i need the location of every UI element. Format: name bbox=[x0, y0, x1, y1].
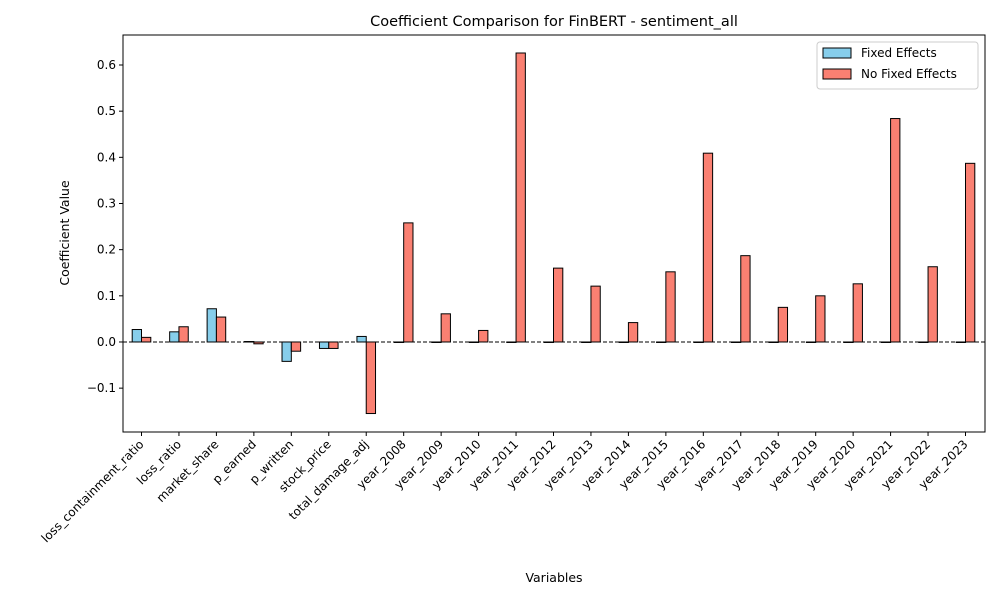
y-tick-label: 0.4 bbox=[97, 150, 116, 164]
bar-fixed-effects-market_share bbox=[206, 308, 217, 343]
bar-no-fixed-effects-total_damage_adj bbox=[365, 341, 377, 415]
bar-no-fixed-effects-year_2022 bbox=[927, 266, 938, 343]
bar-no-fixed-effects-loss_containment_ratio bbox=[141, 336, 152, 343]
bar-fixed-effects-year_2015 bbox=[656, 341, 667, 343]
y-tick-label: 0.1 bbox=[97, 289, 116, 303]
bar-no-fixed-effects-year_2008 bbox=[403, 222, 414, 343]
bar-fixed-effects-year_2017 bbox=[730, 341, 742, 343]
bar-no-fixed-effects-year_2018 bbox=[777, 306, 789, 343]
bar-fixed-effects-year_2021 bbox=[880, 341, 892, 343]
bar-fixed-effects-year_2016 bbox=[693, 341, 704, 343]
bar-fixed-effects-p_earned bbox=[244, 341, 255, 343]
bar-no-fixed-effects-market_share bbox=[215, 316, 227, 343]
bar-fixed-effects-year_2023 bbox=[955, 341, 967, 343]
y-tick-label: −0.1 bbox=[87, 381, 116, 395]
y-tick-label: 0.6 bbox=[97, 58, 116, 72]
bar-no-fixed-effects-year_2009 bbox=[440, 313, 451, 343]
bar-fixed-effects-loss_containment_ratio bbox=[131, 329, 142, 343]
x-tick-label: loss_containment_ratio bbox=[39, 437, 147, 545]
bars bbox=[131, 52, 976, 415]
bar-no-fixed-effects-p_earned bbox=[253, 341, 264, 345]
bar-fixed-effects-stock_price bbox=[318, 341, 330, 349]
y-tick-label: 0.3 bbox=[97, 196, 116, 210]
bar-fixed-effects-year_2019 bbox=[805, 341, 817, 343]
x-axis-label: Variables bbox=[525, 570, 582, 585]
bar-no-fixed-effects-year_2013 bbox=[590, 285, 601, 343]
plot-frame bbox=[122, 34, 986, 433]
legend-swatch bbox=[822, 47, 852, 59]
bar-fixed-effects-p_written bbox=[281, 341, 292, 362]
x-axis: loss_containment_ratioloss_ratiomarket_s… bbox=[39, 432, 971, 545]
bar-no-fixed-effects-year_2015 bbox=[665, 271, 676, 343]
bar-no-fixed-effects-year_2021 bbox=[890, 118, 901, 343]
bar-no-fixed-effects-year_2020 bbox=[852, 283, 863, 343]
legend-box bbox=[816, 41, 979, 90]
bar-fixed-effects-year_2013 bbox=[581, 341, 592, 343]
legend-label: No Fixed Effects bbox=[861, 67, 957, 81]
bar-fixed-effects-total_damage_adj bbox=[356, 335, 367, 343]
bar-fixed-effects-year_2011 bbox=[506, 341, 517, 343]
bar-fixed-effects-year_2008 bbox=[393, 341, 405, 343]
legend: Fixed Effects No Fixed Effects bbox=[816, 41, 979, 90]
bar-no-fixed-effects-year_2016 bbox=[702, 152, 714, 343]
y-axis: −0.1 0.0 0.1 0.2 0.3 0.4 0.5 0.6 bbox=[87, 58, 123, 395]
legend-swatch bbox=[822, 68, 852, 80]
bar-fixed-effects-year_2020 bbox=[843, 341, 854, 343]
bar-no-fixed-effects-year_2012 bbox=[553, 267, 564, 343]
bar-no-fixed-effects-stock_price bbox=[328, 341, 339, 349]
bar-no-fixed-effects-year_2019 bbox=[815, 295, 826, 343]
bar-no-fixed-effects-year_2017 bbox=[740, 255, 751, 343]
bar-no-fixed-effects-p_written bbox=[290, 341, 302, 352]
bar-fixed-effects-loss_ratio bbox=[169, 331, 180, 343]
y-tick-label: 0.5 bbox=[97, 104, 116, 118]
bar-fixed-effects-year_2010 bbox=[468, 341, 480, 343]
bar-fixed-effects-year_2022 bbox=[918, 341, 929, 343]
y-axis-label: Coefficient Value bbox=[57, 180, 72, 286]
bar-no-fixed-effects-year_2023 bbox=[965, 162, 976, 343]
bar-fixed-effects-year_2014 bbox=[618, 341, 629, 343]
bar-fixed-effects-year_2018 bbox=[768, 341, 779, 343]
chart-title: Coefficient Comparison for FinBERT - sen… bbox=[370, 14, 738, 30]
legend-label: Fixed Effects bbox=[861, 46, 937, 60]
bar-no-fixed-effects-year_2014 bbox=[627, 322, 639, 343]
bar-no-fixed-effects-loss_ratio bbox=[178, 326, 189, 343]
bar-fixed-effects-year_2012 bbox=[543, 341, 555, 343]
y-tick-label: 0.0 bbox=[97, 335, 116, 349]
bar-no-fixed-effects-year_2010 bbox=[478, 329, 489, 343]
bar-no-fixed-effects-year_2011 bbox=[515, 52, 526, 343]
plot-area bbox=[122, 34, 986, 433]
y-tick-label: 0.2 bbox=[97, 243, 116, 257]
bar-fixed-effects-year_2009 bbox=[431, 341, 442, 343]
